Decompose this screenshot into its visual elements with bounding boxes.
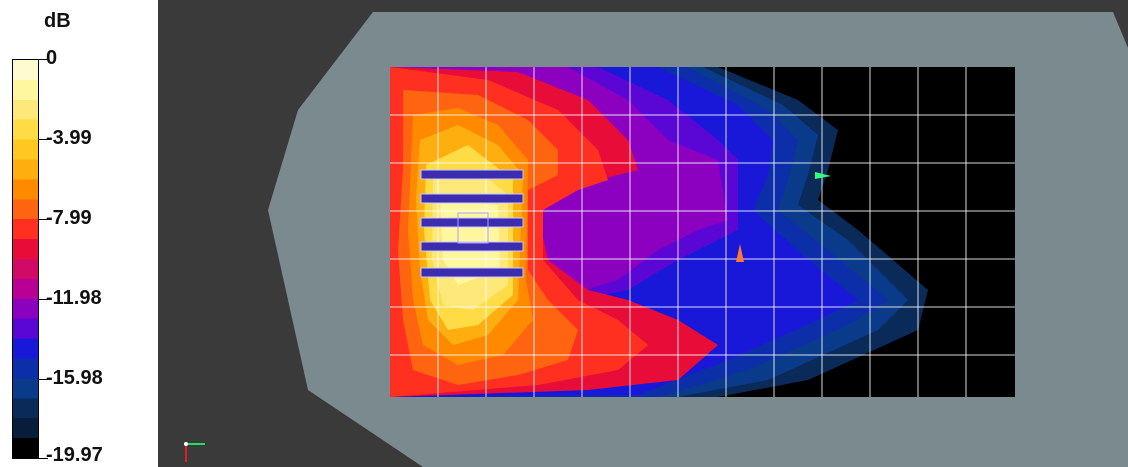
- legend-label-1: -3.99: [46, 127, 92, 149]
- legend-color-bar: [12, 59, 39, 459]
- legend-label-0: 0: [46, 47, 58, 69]
- coverage-map[interactable]: [158, 0, 1128, 467]
- color-legend: dB 0 -3.99 -7.99 -11.98 -15.98 -19.97: [0, 0, 158, 467]
- axis-triad-icon: [184, 442, 205, 462]
- legend-tick: [39, 379, 48, 380]
- legend-label-5: -19.97: [46, 444, 103, 466]
- legend-label-3: -11.98: [46, 287, 102, 309]
- speaker-array: [420, 169, 524, 278]
- grid-lines: [390, 67, 1015, 397]
- legend-tick: [39, 59, 48, 60]
- legend-label-2: -7.99: [46, 207, 92, 229]
- legend-tick: [39, 299, 48, 300]
- legend-tick: [39, 219, 48, 220]
- legend-unit-label: dB: [44, 10, 71, 32]
- listener-marker-orange: [736, 244, 744, 262]
- legend-tick: [39, 458, 48, 459]
- legend-label-4: -15.98: [46, 367, 103, 389]
- legend-tick: [39, 139, 48, 140]
- listener-marker-green: [815, 172, 831, 179]
- heatmap-contours: [390, 67, 928, 397]
- 3d-viewport[interactable]: [158, 0, 1128, 467]
